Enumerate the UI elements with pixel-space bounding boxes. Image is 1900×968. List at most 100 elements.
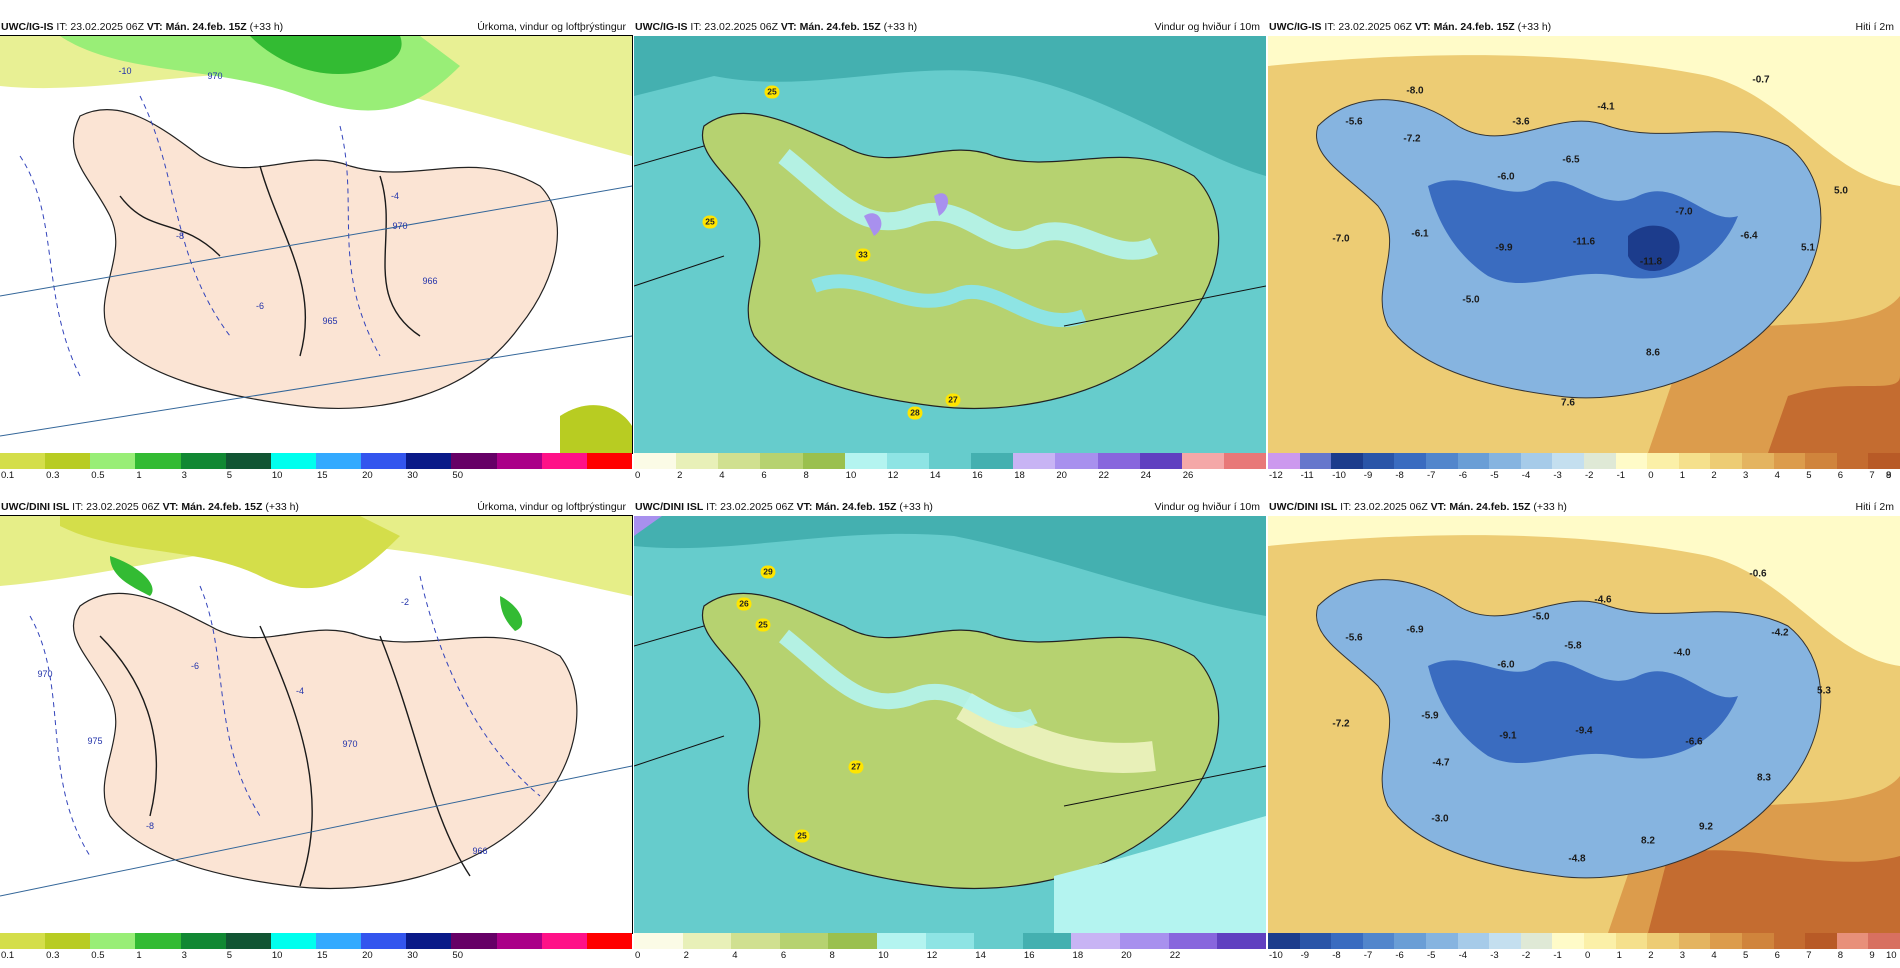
colorbar-tick-label: 10: [271, 470, 283, 481]
temp-label: -7.0: [1675, 206, 1693, 218]
colorbar-tick-label: -4: [1521, 470, 1531, 481]
colorbar-tick-label: 4: [1711, 950, 1717, 961]
colorbar-tick-label: 0.3: [46, 470, 60, 481]
isobar-label: 970: [342, 739, 358, 749]
colorbar-swatch: [1773, 933, 1806, 949]
lead-time: (+33 h): [880, 21, 918, 33]
valid-time: Mán. 24.feb. 15Z: [812, 501, 897, 513]
colorbar-tick-label: -10: [1269, 950, 1283, 961]
temp-label: 5.3: [1817, 685, 1831, 697]
colorbar-ticks: -12 -11 -10 -9 -8 -7 -6 -5 -4 -3 -2 -1 0 1 2 3 4 5 6 7 8 9: [1268, 470, 1900, 484]
colorbar-tick-label: 15: [317, 950, 328, 961]
valid-label: VT:: [146, 21, 163, 33]
colorbar-tick-label: 4: [1774, 470, 1780, 481]
temp-label: -6.0: [1497, 659, 1515, 671]
colorbar-swatch: [731, 933, 780, 949]
colorbar-tick-label: 7: [1869, 470, 1875, 481]
colorbar-swatch: [90, 453, 136, 469]
field-name: Vindur og hviður í 10m: [1154, 21, 1260, 33]
temp-label: -6.1: [1411, 228, 1429, 240]
colorbar-tick-label: 3: [181, 950, 187, 961]
colorbar-tick-label: 0: [635, 950, 641, 961]
colorbar-swatch: [1520, 933, 1553, 949]
colorbar-swatch: [886, 453, 929, 469]
colorbar-tick-label: 16: [1023, 950, 1035, 961]
colorbar-tick-label: 6: [1837, 470, 1844, 481]
lead-time: (+33 h): [1530, 501, 1567, 513]
colorbar-tick-label: -1: [1553, 950, 1562, 961]
colorbar-tick-label: 3: [1679, 950, 1686, 961]
colorbar-swatch: [1710, 933, 1742, 949]
colorbar-tick-label: 4: [719, 470, 725, 481]
colorbar-swatch: [541, 453, 587, 469]
colorbar-ticks: -10 -9 -8 -7 -6 -5 -4 -3 -2 -1 0 1 2 3 4 5 6 7 8 9 10: [1268, 950, 1900, 964]
colorbar-swatch: [1489, 933, 1521, 949]
colorbar-swatch: [1394, 933, 1426, 949]
isobar-label: 965: [322, 316, 338, 326]
panel-title: UWC/DINI ISL IT: 23.02.2025 06Z VT: Mán.…: [634, 498, 1266, 516]
temp-label: -9.1: [1499, 730, 1517, 742]
colorbar-swatch: [1457, 453, 1490, 469]
colorbar-swatch: [1583, 453, 1616, 469]
colorbar-tick-label: -3: [1553, 470, 1562, 481]
colorbar-swatch: [1647, 453, 1679, 469]
init-time: IT: 23.02.2025 06Z: [703, 501, 797, 513]
colorbar-tick-label: -7: [1363, 950, 1373, 961]
colorbar-tick-label: -12: [1269, 470, 1283, 481]
temperature-map-graphic: [1268, 36, 1900, 453]
precip-map[interactable]: 970 965 966 970 -4 -6 -8 -10: [0, 35, 633, 454]
wind-map[interactable]: 25 25 33 28 27: [634, 36, 1266, 453]
temp-label: -5.6: [1345, 632, 1363, 644]
valid-label: VT:: [162, 501, 179, 513]
precip-map-graphic: [0, 516, 632, 933]
temp-label: -4.2: [1771, 627, 1789, 639]
isobar-label: 966: [472, 846, 488, 856]
gust-label: 27: [848, 760, 864, 774]
colorbar-tick-label: 50: [452, 470, 463, 481]
valid-time: Mán. 24.feb. 15Z: [1446, 501, 1531, 513]
colorbar: [1268, 453, 1900, 469]
temp-label: -11.8: [1639, 256, 1663, 268]
colorbar-swatch: [1425, 933, 1458, 949]
panel-title: UWC/IG-IS IT: 23.02.2025 06Z VT: Mán. 24…: [1268, 18, 1900, 36]
valid-time: Mán. 24.feb. 15Z: [178, 501, 263, 513]
temp-label: -3.0: [1431, 813, 1449, 825]
colorbar-tick-label: 1: [136, 470, 142, 481]
temperature-map-graphic: [1268, 516, 1900, 933]
colorbar-swatch: [1710, 453, 1742, 469]
field-name: Úrkoma, vindur og loftþrýstingur: [477, 501, 626, 513]
init-time: IT: 23.02.2025 06Z: [687, 21, 781, 33]
colorbar-tick-label: 18: [1072, 950, 1084, 961]
lead-time: (+33 h): [246, 21, 284, 33]
gust-label: 25: [702, 215, 718, 229]
colorbar-swatch: [1741, 453, 1774, 469]
colorbar-tick-label: 24: [1140, 470, 1152, 481]
wind-map[interactable]: 29 26 25 27 25: [634, 516, 1266, 933]
precip-map[interactable]: 975 970 966 970 -2 -4 -6 -8: [0, 515, 633, 934]
colorbar-swatch: [361, 933, 407, 949]
colorbar-swatch: [1552, 933, 1584, 949]
colorbar-swatch: [1868, 933, 1900, 949]
temp-label: -0.7: [1752, 74, 1770, 86]
colorbar-tick-label: 0.5: [91, 470, 105, 481]
temperature-map[interactable]: -8.0 -5.6 -7.2 -3.6 -4.1 -0.7 -6.5 -6.0 …: [1268, 36, 1900, 453]
colorbar-swatch: [496, 933, 542, 949]
gust-label: 26: [736, 597, 752, 611]
colorbar-tick-label: 6: [1774, 950, 1780, 961]
temperature-map[interactable]: -5.6 -6.9 -5.0 -4.6 -0.6 -5.8 -4.2 -6.0 …: [1268, 516, 1900, 933]
colorbar-swatch: [1678, 453, 1711, 469]
gust-label: 25: [794, 829, 810, 843]
colorbar-swatch: [1331, 933, 1363, 949]
colorbar-tick-label: -2: [1521, 950, 1531, 961]
colorbar-tick-label: 0: [1648, 470, 1654, 481]
model-name: UWC/DINI ISL: [1269, 501, 1338, 513]
panel-title: UWC/IG-IS IT: 23.02.2025 06Z VT: Mán. 24…: [0, 18, 632, 36]
panel-title: UWC/IG-IS IT: 23.02.2025 06Z VT: Mán. 24…: [634, 18, 1266, 36]
temp-label: -5.6: [1345, 116, 1363, 128]
colorbar-tick-label: -9: [1363, 470, 1373, 481]
isobar-label: 970: [37, 669, 53, 679]
colorbar-swatch: [1055, 453, 1098, 469]
colorbar-swatch: [135, 453, 181, 469]
colorbar-tick-label: 5: [226, 950, 232, 961]
temp-label: -5.0: [1462, 294, 1480, 306]
